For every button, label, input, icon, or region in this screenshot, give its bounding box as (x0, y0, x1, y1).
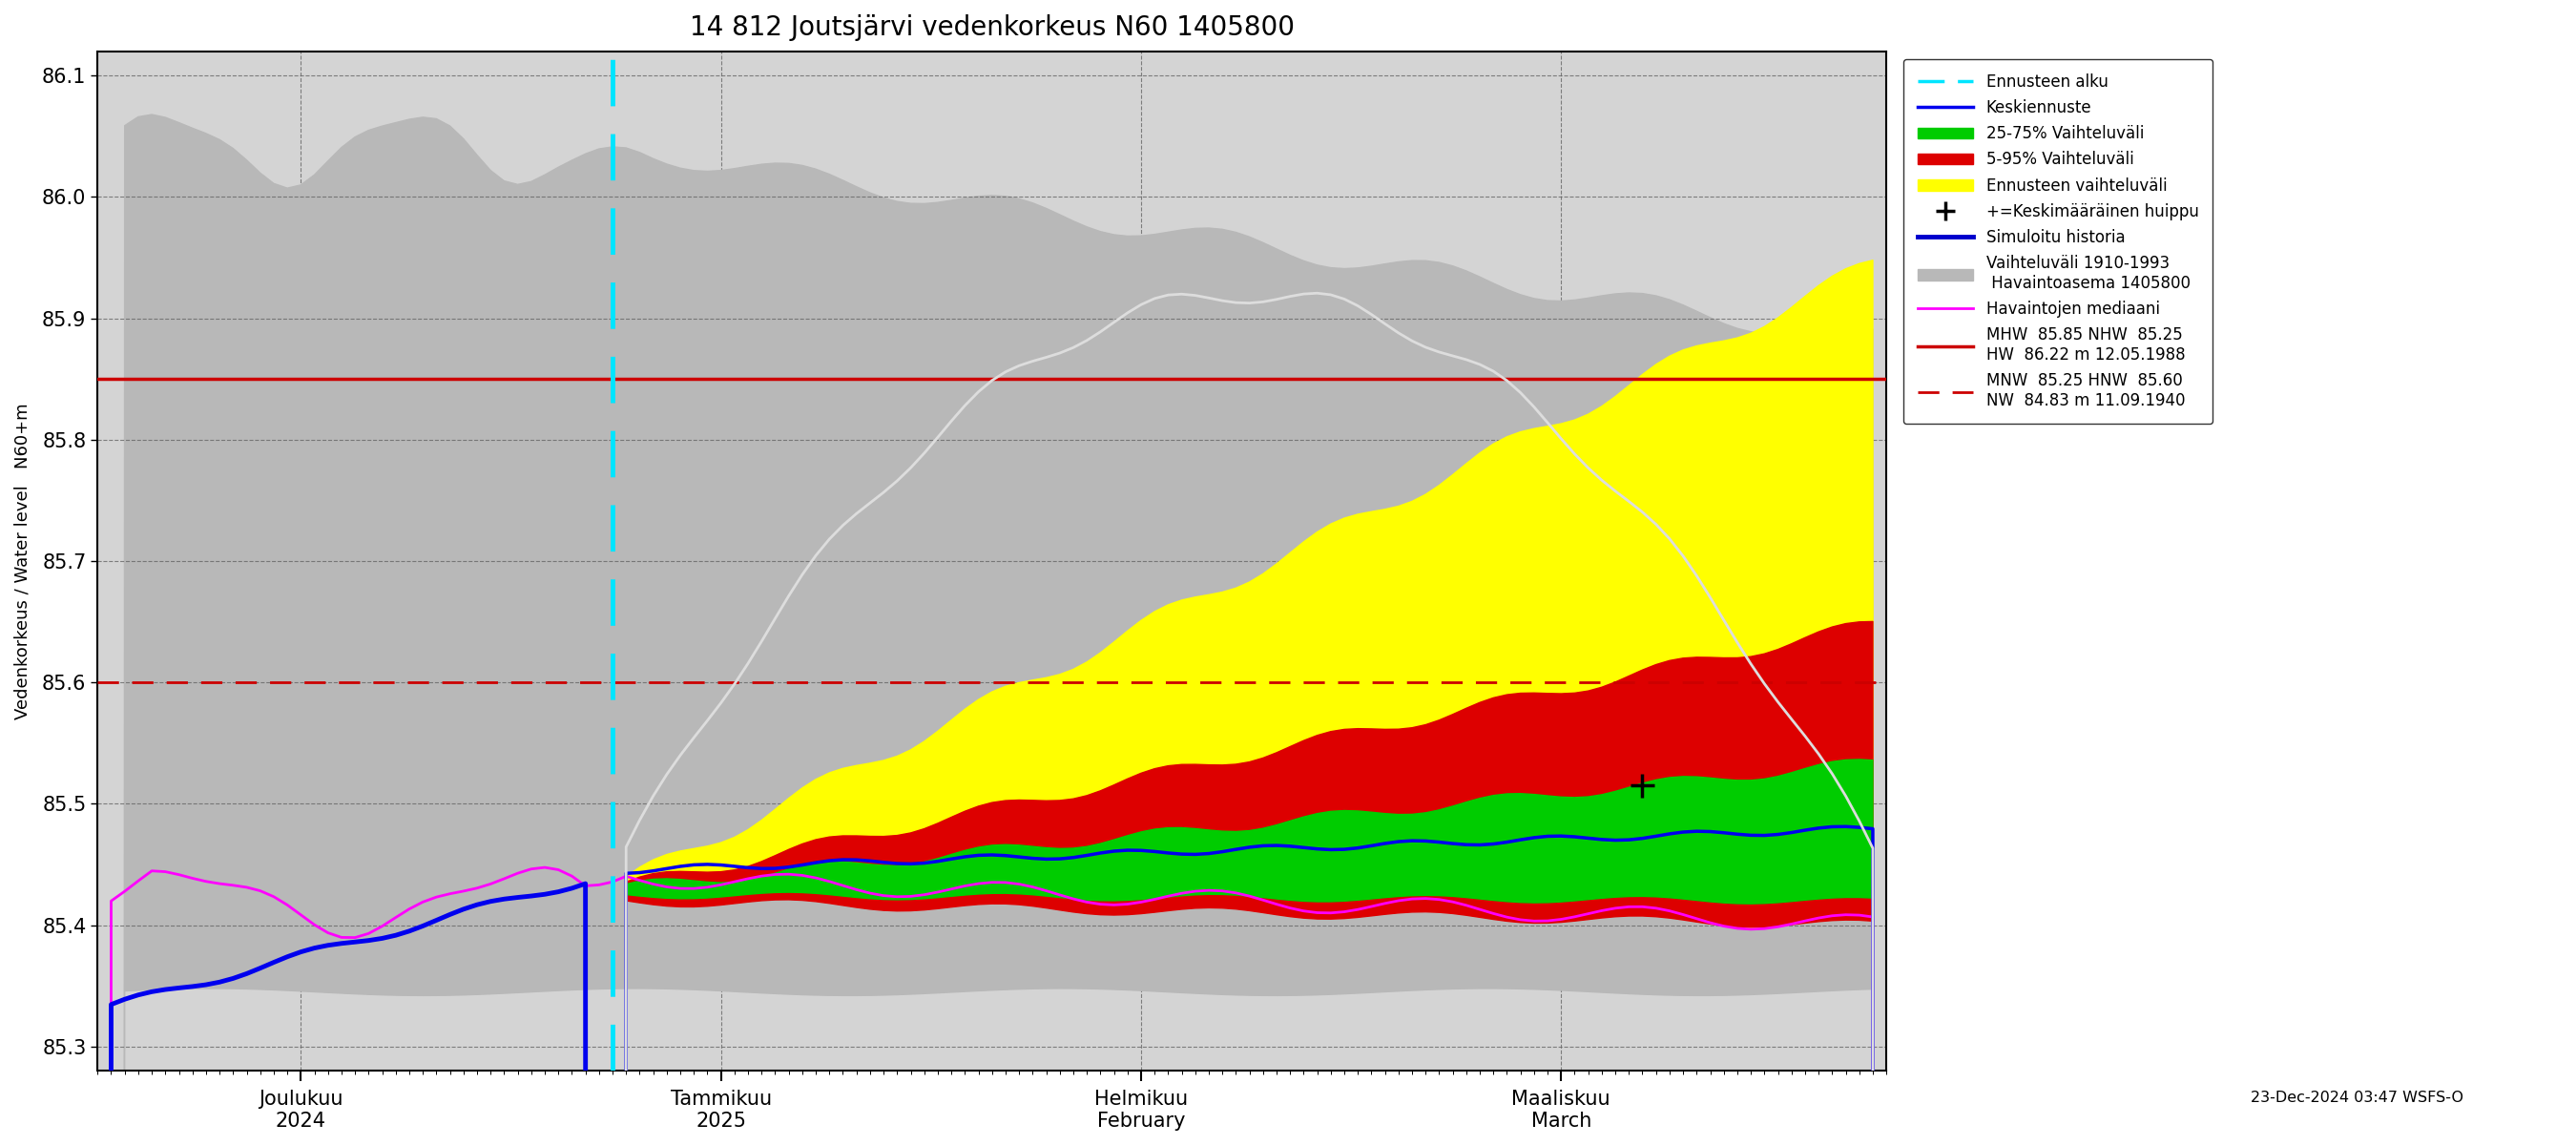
Y-axis label: Vedenkorkeus / Water level   N60+m: Vedenkorkeus / Water level N60+m (15, 403, 31, 719)
Legend: Ennusteen alku, Keskiennuste, 25-75% Vaihteluväli, 5-95% Vaihteluväli, Ennusteen: Ennusteen alku, Keskiennuste, 25-75% Vai… (1904, 60, 2213, 424)
Text: 23-Dec-2024 03:47 WSFS-O: 23-Dec-2024 03:47 WSFS-O (2251, 1090, 2463, 1105)
Title: 14 812 Joutsjärvi vedenkorkeus N60 1405800: 14 812 Joutsjärvi vedenkorkeus N60 14058… (690, 14, 1293, 41)
